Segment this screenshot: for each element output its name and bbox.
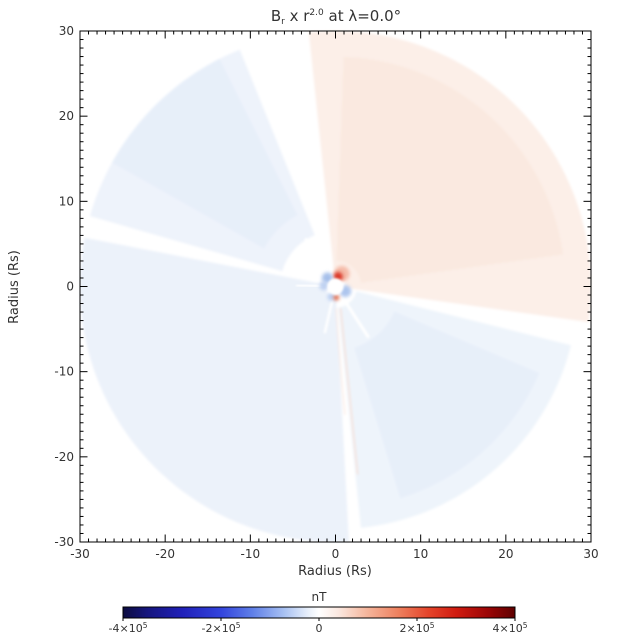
colorbar-tick-label: 2×105 (400, 621, 435, 635)
spiral-streak-1 (339, 307, 359, 475)
colorbar-tick-label: 0 (316, 622, 323, 635)
colorbar-tick-label-exponent: 5 (523, 621, 528, 630)
field-center-features (295, 238, 370, 338)
x-tick-label: -30 (70, 547, 90, 561)
colorbar: nT -4×105 -2×105 0 2×105 4×105 (109, 590, 528, 635)
colorbar-labels: -4×105 -2×105 0 2×105 4×105 (109, 621, 528, 635)
axes-layer: -30 -20 -10 0 10 20 30 -30 -20 -10 0 10 20 30 (54, 24, 598, 561)
colorbar-tick-label-mantissa: 0 (316, 622, 323, 635)
y-tick-label: -30 (54, 535, 74, 549)
colorbar-tick-label-exponent: 5 (236, 621, 241, 630)
colorbar-tick-label-mantissa: -4×10 (109, 622, 143, 635)
center-field-spot (319, 280, 329, 291)
colorbar-title: nT (312, 590, 328, 604)
title-segment: at λ=0.0° (324, 7, 401, 25)
colorbar-tick-label: 4×105 (493, 621, 528, 635)
sector-boundary-ray (323, 294, 335, 334)
title-segment: 2.0 (309, 8, 324, 18)
colorbar-tick-label-mantissa: 4×10 (493, 622, 523, 635)
x-tick-label: -20 (155, 547, 175, 561)
colorbar-tick-label: -4×105 (109, 621, 148, 635)
field-sector-negative-lower-right-core (354, 311, 540, 499)
center-field-spot (333, 294, 340, 301)
y-axis-title: Radius (Rs) (7, 250, 22, 324)
x-tick-label: 10 (413, 547, 428, 561)
x-tick-label: 30 (583, 547, 598, 561)
y-tick-label: 30 (59, 24, 74, 38)
colorbar-ticks (122, 618, 516, 621)
colorbar-tick-label: -2×105 (202, 621, 241, 635)
spiral-streak-2 (335, 308, 346, 415)
y-tick-label: -10 (54, 365, 74, 379)
field-sector-negative-upper-left-core (112, 58, 298, 249)
y-tick-label: -20 (54, 450, 74, 464)
colorbar-tick-label-exponent: 5 (143, 621, 148, 630)
sector-boundary-ray (338, 292, 370, 338)
field-sector-positive-inner-band (336, 56, 564, 283)
colorbar-gradient (122, 606, 516, 619)
y-tick-label: 0 (66, 280, 74, 294)
colorbar-tick-label-mantissa: -2×10 (202, 622, 236, 635)
title-segment: r (281, 17, 285, 27)
colorbar-tick-label-mantissa: 2×10 (400, 622, 430, 635)
inner-boundary-disk (327, 278, 344, 295)
title-segment: B (271, 7, 281, 25)
title-segment: x r (285, 7, 310, 25)
y-tick-label: 10 (59, 194, 74, 208)
plot-title: Br x r2.0 at λ=0.0° (271, 7, 401, 27)
x-tick-label: 0 (332, 547, 340, 561)
x-axis-title: Radius (Rs) (298, 564, 372, 579)
colorbar-tick-label-exponent: 5 (430, 621, 435, 630)
field-sector-negative-left-bottom (80, 237, 349, 542)
y-tick-label: 20 (59, 109, 74, 123)
x-tick-label: 20 (498, 547, 513, 561)
x-tick-label: -10 (241, 547, 261, 561)
